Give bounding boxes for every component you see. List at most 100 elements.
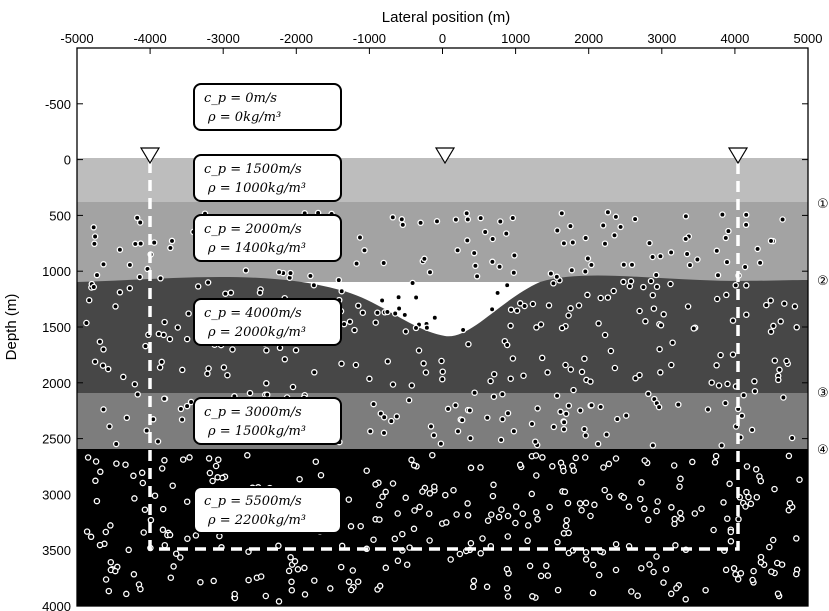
scatterer-point [422, 369, 430, 376]
scatterer-point [610, 287, 617, 295]
scatterer-point [463, 210, 470, 217]
scatterer-point [713, 362, 720, 369]
salt-cp: c_p = 4000m/s [204, 306, 302, 321]
scatterer-point [561, 488, 569, 496]
scatterer-point [735, 515, 742, 523]
scatterer-point [622, 412, 630, 419]
scatterer-point [161, 541, 169, 549]
scatterer-point [338, 287, 345, 295]
scatterer-point [582, 549, 590, 556]
scatterer-point [487, 377, 494, 385]
scatterer-point [106, 423, 113, 430]
scatterer-point [410, 525, 418, 533]
scatterer-point [419, 488, 426, 495]
water-cp: c_p = 1500m/s [204, 162, 302, 177]
scatterer-point [584, 291, 591, 299]
x-tick-label: -1000 [353, 31, 386, 46]
scatterer-point [212, 462, 220, 470]
scatterer-point [120, 373, 127, 381]
scatterer-point [351, 326, 358, 334]
scatterer-point [375, 501, 383, 509]
scatterer-point [289, 383, 297, 391]
scatterer-point [116, 289, 124, 296]
scatterer-point [737, 570, 745, 577]
scatterer-point [504, 593, 512, 600]
scatterer-point [96, 338, 104, 345]
scatterer-point [427, 423, 435, 430]
sediment-cp: c_p = 2000m/s [204, 222, 302, 237]
air-properties-box: c_p = 0m/s ρ = 0kg/m³ [193, 83, 342, 131]
scatterer-point [628, 261, 636, 269]
scatterer-point [361, 247, 368, 254]
scatterer-point [112, 440, 120, 448]
scatterer-point [382, 488, 389, 496]
scatterer-point [382, 564, 390, 572]
scatterer-point [489, 492, 497, 500]
scatterer-point [726, 480, 733, 488]
scatterer-point [710, 526, 717, 534]
scatterer-point [150, 239, 158, 246]
scatterer-point [722, 566, 730, 574]
y-tick-label: -500 [45, 97, 71, 112]
scatterer-point [763, 301, 770, 309]
scatterer-point [727, 538, 735, 545]
scatterer-point [389, 381, 397, 388]
scatterer-point [730, 565, 738, 572]
scatterer-point [606, 493, 613, 501]
scatterer-point [301, 591, 309, 598]
scatterer-point [560, 467, 567, 475]
scatterer-point [158, 358, 165, 366]
scatterer-point [426, 268, 434, 276]
scatterer-point [352, 361, 360, 369]
scatterer-point [546, 503, 553, 511]
scatterer-point [192, 532, 200, 539]
scatterer-point [327, 585, 334, 592]
scatterer-point [136, 273, 144, 281]
scatterer-point [90, 224, 97, 231]
scatterer-point [646, 561, 653, 568]
scatterer-point [516, 461, 524, 469]
scatterer-point [408, 456, 415, 464]
scatterer-point [93, 497, 101, 505]
scatterer-point [549, 463, 556, 470]
scatterer-point [484, 517, 492, 524]
scatterer-point [210, 577, 217, 585]
water-layer [77, 158, 808, 203]
scatterer-point [599, 222, 607, 229]
scatterer-point [205, 365, 212, 372]
scatterer-point [288, 578, 295, 586]
scatterer-point [398, 216, 406, 223]
scatterer-point [496, 263, 503, 270]
scatterer-point [376, 582, 384, 590]
scatterer-point [753, 493, 761, 501]
scatterer-point [100, 346, 107, 353]
scatterer-point [311, 369, 318, 376]
x-tick-label: 4000 [720, 31, 749, 46]
scatterer-point [497, 218, 504, 225]
scatterer-point [222, 290, 229, 297]
scatterer-point [84, 454, 92, 461]
scatterer-point [489, 258, 496, 266]
scatterer-point [122, 461, 129, 468]
scatterer-point [227, 289, 235, 296]
scatterer-point [452, 402, 459, 409]
scatterer-point [550, 280, 557, 287]
scatterer-point [612, 566, 620, 574]
scatterer-point [653, 283, 661, 291]
scatterer-point [620, 261, 628, 268]
scatterer-point [420, 360, 427, 367]
scatterer-point [105, 587, 113, 595]
scatterer-point [494, 289, 501, 297]
scatterer-point [415, 347, 423, 354]
scatterer-point [107, 522, 114, 529]
salt-layer [77, 275, 808, 393]
y-tick-label: 1000 [42, 264, 71, 279]
scatterer-point [791, 303, 799, 310]
scatterer-point [126, 261, 134, 269]
scatterer-point [757, 477, 765, 485]
scatterer-point [612, 455, 620, 462]
basement-properties-box: c_p = 5500m/s ρ = 2200kg/m³ [193, 486, 342, 534]
scatterer-point [133, 214, 141, 222]
scatterer-point [353, 260, 360, 267]
scatterer-point [589, 561, 597, 569]
